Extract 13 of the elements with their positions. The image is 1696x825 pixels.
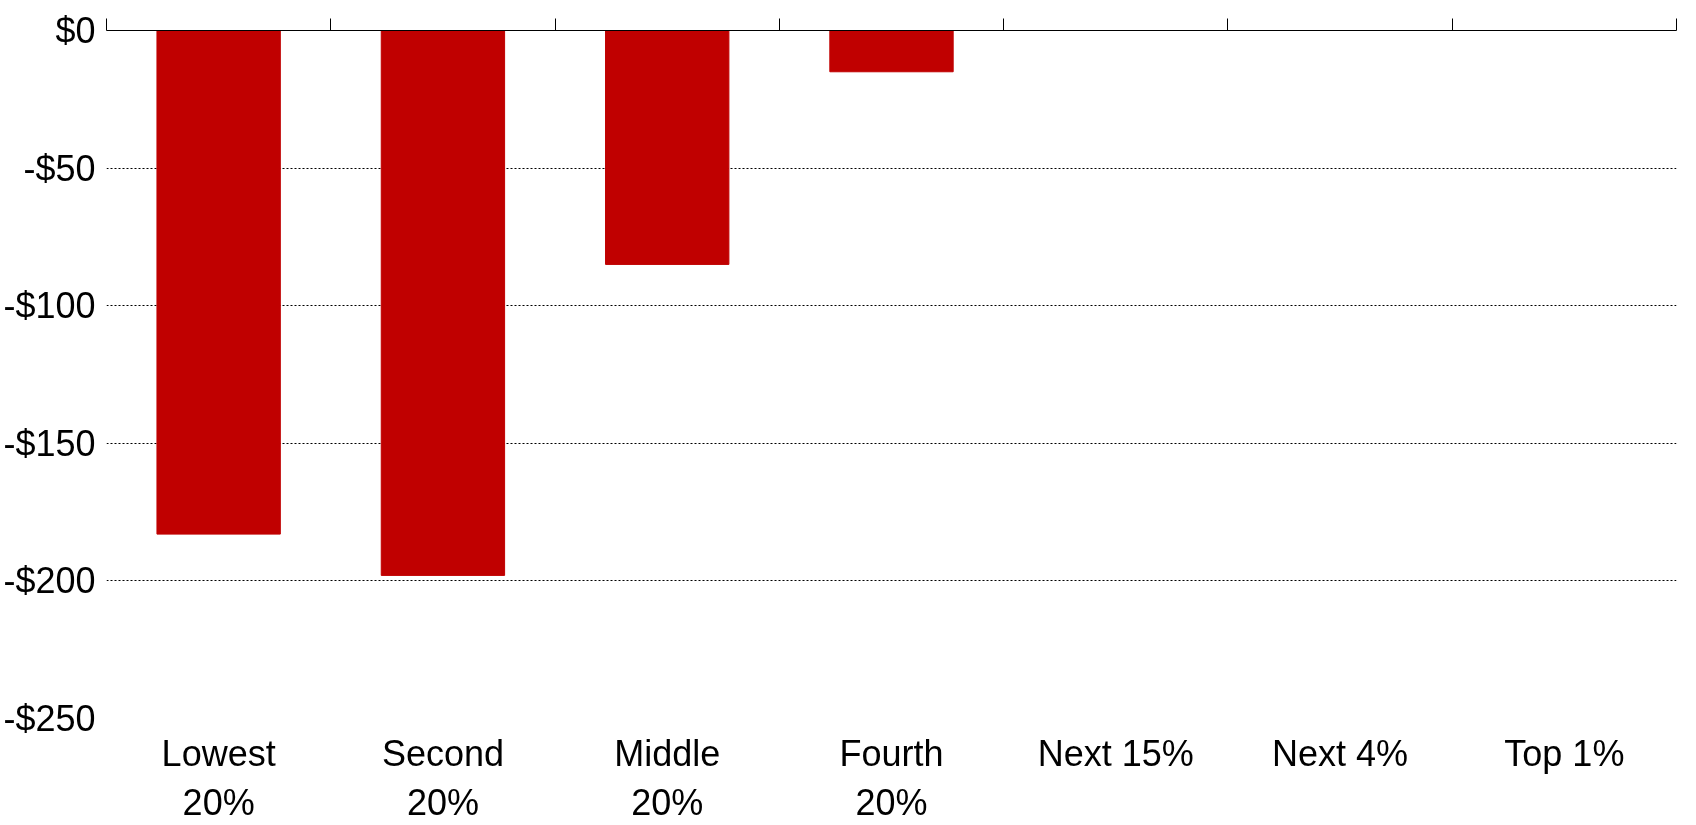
y-tick-label: -$150 xyxy=(3,422,96,464)
x-tick-label: Top 1% xyxy=(1504,732,1625,774)
x-tick-label: Fourth 20% xyxy=(839,732,944,823)
y-tick-label: -$100 xyxy=(3,285,96,327)
x-tick-label: Next 15% xyxy=(1037,732,1194,774)
x-tick-label: Lowest 20% xyxy=(161,732,276,823)
x-tick-label: Next 4% xyxy=(1272,732,1409,774)
x-tick-label: Middle 20% xyxy=(614,732,721,823)
y-tick-label: -$250 xyxy=(3,698,96,739)
y-tick-label: -$50 xyxy=(23,147,96,189)
y-tick-label: -$200 xyxy=(3,560,96,602)
y-tick-label: $0 xyxy=(55,10,96,51)
x-tick-label: Second 20% xyxy=(381,732,504,823)
